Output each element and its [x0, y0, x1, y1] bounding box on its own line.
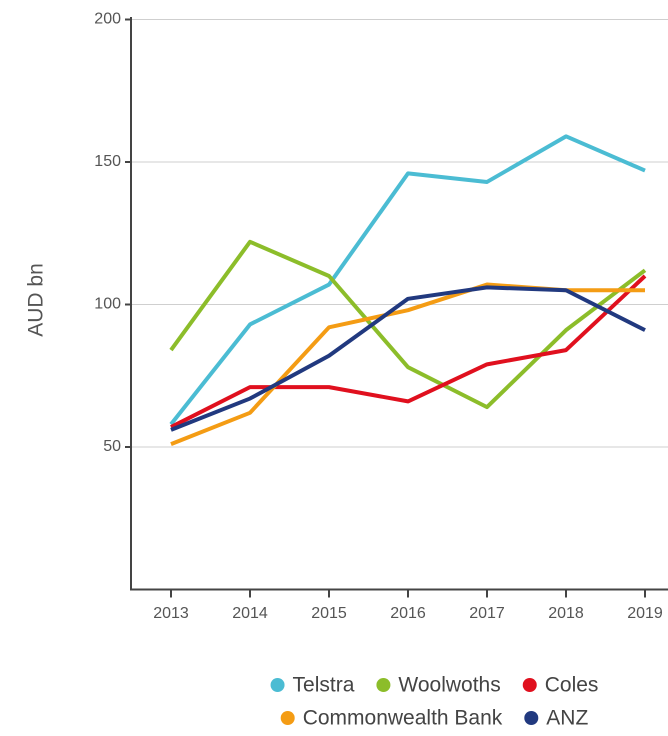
legend-label: ANZ: [546, 707, 588, 730]
legend-item: Commonwealth Bank: [280, 707, 503, 730]
legend-label: Woolwoths: [398, 674, 500, 697]
legend-item: Telstra: [270, 674, 355, 697]
legend-item: ANZ: [524, 707, 588, 730]
y-tick-label: 50: [103, 438, 121, 455]
legend-item: Woolwoths: [376, 674, 501, 697]
legend-swatch: [280, 711, 295, 725]
x-tick-label: 2016: [390, 605, 426, 622]
series-line: [170, 285, 646, 432]
x-tick-label: 2014: [232, 605, 268, 622]
legend-swatch: [524, 711, 539, 725]
y-tick-label: 100: [94, 296, 121, 313]
legend-label: Telstra: [293, 674, 355, 697]
legend-label: Coles: [545, 674, 599, 697]
y-tick-label: 150: [94, 153, 121, 170]
x-tick-label: 2013: [153, 605, 189, 622]
legend-swatch: [376, 678, 391, 692]
x-tick-label: 2019: [627, 605, 663, 622]
series-line: [169, 134, 646, 426]
legend-swatch: [270, 678, 285, 692]
x-tick-label: 2017: [469, 605, 505, 622]
y-tick-label: 200: [94, 11, 121, 28]
x-tick-label: 2015: [311, 605, 347, 622]
series-line: [169, 239, 647, 410]
legend-label: Commonwealth Bank: [303, 707, 503, 730]
y-axis-label: AUD bn: [25, 263, 48, 337]
legend-swatch: [522, 678, 537, 692]
series-line: [170, 274, 647, 429]
x-tick-label: 2018: [548, 605, 584, 622]
legend-item: Coles: [522, 674, 599, 697]
